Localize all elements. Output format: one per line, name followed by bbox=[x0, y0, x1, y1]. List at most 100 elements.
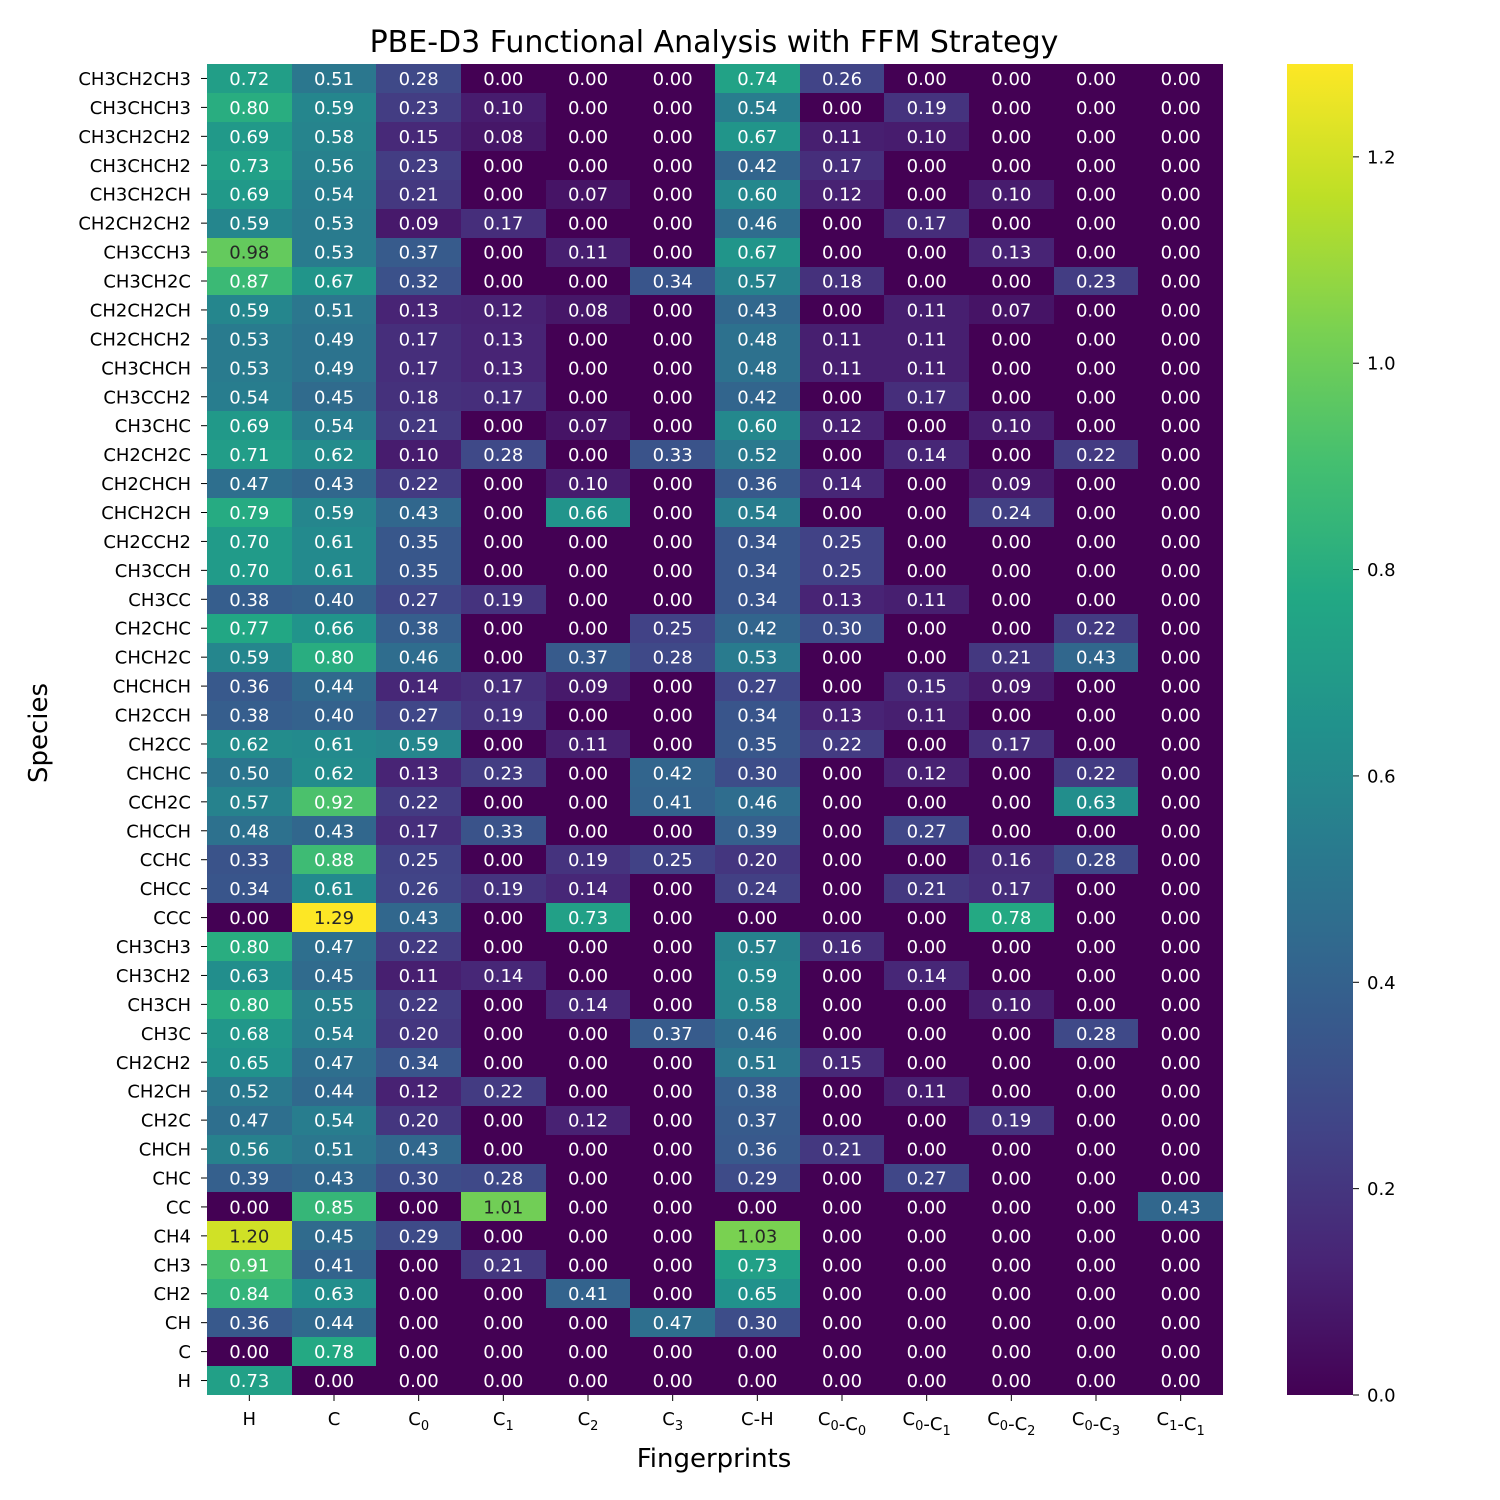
cell-value-label: 0.00 bbox=[483, 792, 523, 813]
cell-value-label: 0.60 bbox=[737, 416, 777, 437]
heatmap-cell bbox=[884, 469, 969, 498]
cell-value-label: 0.00 bbox=[568, 1226, 608, 1247]
heatmap-cell bbox=[1138, 643, 1223, 672]
heatmap-cell bbox=[546, 1366, 630, 1395]
heatmap-cell bbox=[969, 209, 1054, 238]
cell-value-label: 0.00 bbox=[1076, 908, 1116, 929]
cell-value-label: 0.63 bbox=[1076, 792, 1116, 813]
cell-value-label: 0.00 bbox=[653, 821, 693, 842]
heatmap-cell bbox=[207, 1164, 292, 1192]
cell-value-label: 0.00 bbox=[907, 561, 947, 582]
heatmap-cell bbox=[1138, 440, 1223, 469]
cell-value-label: 0.00 bbox=[653, 416, 693, 437]
heatmap-cell bbox=[292, 585, 376, 614]
cell-value-label: 0.21 bbox=[907, 879, 947, 900]
heatmap-cell bbox=[461, 816, 546, 845]
cell-value-label: 0.00 bbox=[1076, 1342, 1116, 1363]
heatmap-cell bbox=[292, 1337, 376, 1366]
heatmap-cell bbox=[292, 990, 376, 1019]
cell-value-label: 0.15 bbox=[399, 127, 439, 148]
heatmap-cell bbox=[461, 1192, 546, 1221]
y-tick-label: CC bbox=[166, 1197, 191, 1218]
heatmap-cell bbox=[461, 614, 546, 643]
heatmap-cell bbox=[715, 93, 800, 122]
heatmap-cell bbox=[1138, 816, 1223, 845]
cell-value-label: 0.17 bbox=[991, 879, 1031, 900]
heatmap-cell bbox=[292, 614, 376, 643]
heatmap-cell bbox=[207, 1221, 292, 1250]
heatmap-cell bbox=[376, 1019, 461, 1048]
heatmap-cell bbox=[1138, 498, 1223, 527]
y-tick-label: CHCH bbox=[139, 1140, 191, 1161]
cell-value-label: 0.48 bbox=[229, 821, 269, 842]
cell-value-label: 0.00 bbox=[1076, 69, 1116, 90]
cell-value-label: 0.00 bbox=[229, 1342, 269, 1363]
cell-value-label: 0.41 bbox=[653, 792, 693, 813]
x-axis-ticks: H C C0 C1 C2 C3 C-H C0-C0 C0-C1 C0-C2 C0-C3 C1-C1 bbox=[243, 1395, 1205, 1439]
heatmap-cell bbox=[630, 267, 715, 295]
cell-value-label: 0.38 bbox=[229, 590, 269, 611]
cell-value-label: 0.00 bbox=[907, 156, 947, 177]
cell-value-label: 0.00 bbox=[822, 1197, 862, 1218]
heatmap-cell bbox=[376, 585, 461, 614]
heatmap-cell bbox=[884, 758, 969, 787]
cell-value-label: 0.37 bbox=[653, 1024, 693, 1045]
cell-value-label: 0.00 bbox=[991, 1082, 1031, 1103]
heatmap-cell bbox=[461, 1077, 546, 1106]
heatmap-cell bbox=[546, 267, 630, 295]
heatmap-cell bbox=[1138, 180, 1223, 209]
cell-value-label: 0.00 bbox=[1076, 706, 1116, 727]
heatmap-cell bbox=[1138, 1366, 1223, 1395]
cell-value-label: 0.44 bbox=[314, 1082, 354, 1103]
cell-value-label: 0.27 bbox=[399, 590, 439, 611]
cell-value-label: 0.00 bbox=[568, 1342, 608, 1363]
heatmap-cell bbox=[800, 1019, 884, 1048]
heatmap-cell bbox=[461, 643, 546, 672]
cell-value-label: 0.11 bbox=[822, 358, 862, 379]
heatmap-cell bbox=[630, 701, 715, 730]
heatmap-cell bbox=[292, 209, 376, 238]
y-tick-label: CH3CHCH bbox=[101, 358, 191, 379]
heatmap-cell bbox=[207, 267, 292, 295]
heatmap-cell bbox=[630, 122, 715, 151]
heatmap-cell bbox=[715, 730, 800, 758]
cell-value-label: 0.00 bbox=[568, 98, 608, 119]
colorbar-tick-label: 0.0 bbox=[1367, 1386, 1396, 1407]
cell-value-label: 0.00 bbox=[1161, 272, 1201, 293]
heatmap-cell bbox=[969, 1106, 1054, 1135]
heatmap-cell bbox=[1138, 1250, 1223, 1279]
cell-value-label: 0.22 bbox=[399, 937, 439, 958]
cell-value-label: 0.35 bbox=[399, 532, 439, 553]
heatmap-cell bbox=[376, 469, 461, 498]
y-tick-label: CHCCH bbox=[126, 821, 191, 842]
heatmap-cell bbox=[630, 151, 715, 180]
heatmap-cell bbox=[884, 122, 969, 151]
heatmap-cell bbox=[1138, 238, 1223, 267]
heatmap-cell bbox=[884, 1337, 969, 1366]
heatmap-cell bbox=[969, 1192, 1054, 1221]
cell-value-label: 0.00 bbox=[1161, 503, 1201, 524]
cell-value-label: 0.00 bbox=[653, 1284, 693, 1305]
y-tick-label: CH2CHCH2 bbox=[90, 329, 191, 350]
heatmap-cell bbox=[884, 238, 969, 267]
heatmap-cell bbox=[207, 1366, 292, 1395]
heatmap-cell bbox=[1054, 1048, 1138, 1077]
cell-value-label: 0.00 bbox=[568, 763, 608, 784]
cell-value-label: 0.11 bbox=[822, 127, 862, 148]
heatmap-cell bbox=[800, 1366, 884, 1395]
heatmap-cell bbox=[884, 643, 969, 672]
heatmap-cell bbox=[630, 903, 715, 932]
cell-value-label: 0.00 bbox=[568, 1024, 608, 1045]
heatmap-cell bbox=[715, 1164, 800, 1192]
cell-value-label: 0.00 bbox=[1161, 590, 1201, 611]
heatmap-cell bbox=[207, 672, 292, 701]
heatmap-cell bbox=[969, 1250, 1054, 1279]
cell-value-label: 0.00 bbox=[737, 1342, 777, 1363]
cell-value-label: 0.44 bbox=[314, 1313, 354, 1334]
cell-value-label: 0.36 bbox=[229, 1313, 269, 1334]
heatmap-cell bbox=[884, 295, 969, 324]
cell-value-label: 0.00 bbox=[991, 821, 1031, 842]
heatmap-cell bbox=[376, 1337, 461, 1366]
cell-value-label: 0.57 bbox=[229, 792, 269, 813]
heatmap-cell bbox=[715, 556, 800, 585]
